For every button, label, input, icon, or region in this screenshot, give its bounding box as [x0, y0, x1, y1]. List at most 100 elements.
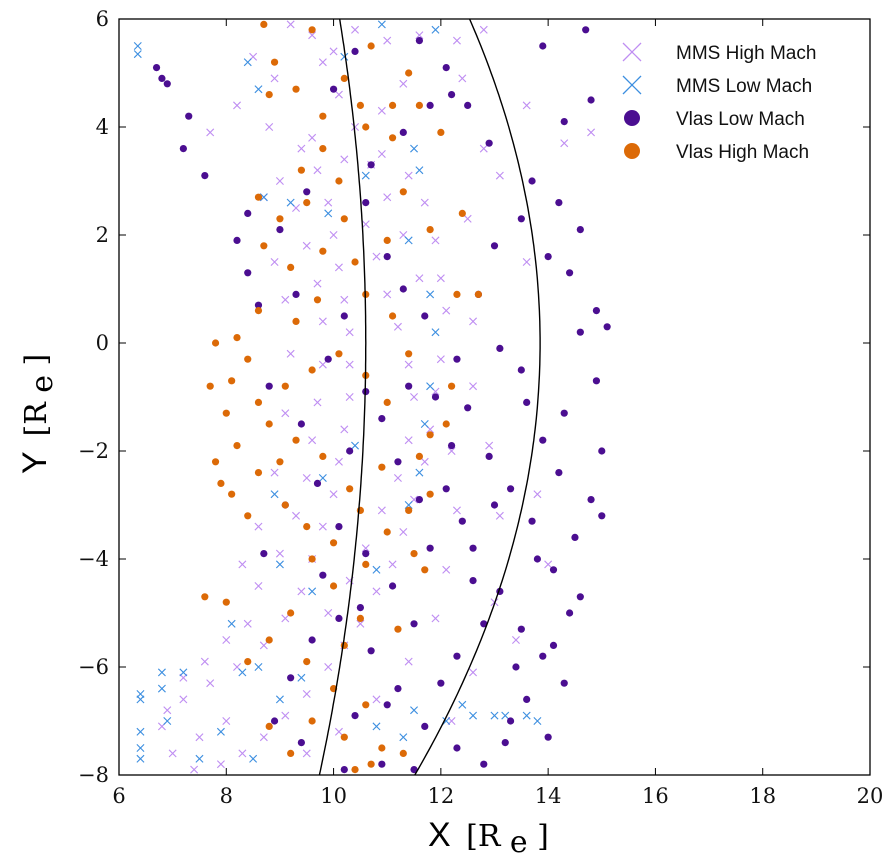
- data-point: [243, 58, 252, 67]
- data-point: [426, 431, 434, 439]
- data-point: [254, 307, 263, 315]
- data-point: [549, 641, 558, 650]
- data-point: [383, 36, 392, 45]
- data-point: [297, 420, 305, 428]
- data-point: [383, 236, 391, 244]
- data-point: [228, 490, 236, 498]
- data-point: [549, 566, 558, 574]
- data-point: [195, 733, 204, 742]
- data-point: [458, 209, 466, 217]
- data-point: [437, 679, 445, 687]
- data-point: [469, 544, 477, 552]
- data-point: [463, 214, 472, 223]
- data-point: [238, 749, 247, 758]
- data-point: [308, 555, 316, 563]
- data-point: [361, 220, 370, 229]
- data-point: [324, 663, 333, 671]
- data-point: [319, 145, 327, 153]
- data-point: [303, 523, 311, 531]
- data-point: [195, 754, 204, 763]
- data-point: [324, 609, 333, 617]
- data-point: [383, 398, 391, 406]
- data-point: [544, 733, 552, 741]
- data-point: [133, 50, 142, 59]
- x-tick-label: 10: [320, 784, 347, 808]
- data-point: [313, 479, 322, 487]
- data-point: [303, 658, 311, 666]
- data-point: [431, 614, 440, 623]
- data-point: [297, 587, 306, 596]
- data-point: [222, 636, 231, 644]
- data-point: [539, 42, 547, 50]
- data-point: [287, 749, 295, 758]
- data-point: [340, 425, 349, 434]
- data-point: [458, 700, 467, 709]
- data-point: [308, 31, 317, 40]
- data-point: [334, 457, 343, 466]
- data-point: [254, 398, 263, 406]
- data-point: [313, 279, 322, 288]
- legend-label: Vlas High Mach: [676, 142, 809, 163]
- data-point: [270, 58, 279, 66]
- data-point: [495, 511, 504, 520]
- data-point: [356, 619, 365, 628]
- data-point: [404, 171, 413, 180]
- data-point: [426, 101, 434, 109]
- data-point: [335, 177, 343, 185]
- data-point: [136, 754, 145, 763]
- data-point: [259, 193, 268, 202]
- data-point: [334, 263, 343, 272]
- data-point: [426, 544, 434, 552]
- data-point: [265, 636, 273, 644]
- data-point: [399, 188, 407, 196]
- data-point: [598, 447, 606, 455]
- data-point: [458, 517, 466, 525]
- data-point: [351, 47, 359, 56]
- data-point: [329, 582, 338, 590]
- legend-marker: [622, 42, 642, 62]
- data-point: [351, 258, 359, 266]
- legend-marker: [624, 110, 640, 126]
- y-tick-label: 6: [96, 7, 109, 31]
- data-point: [281, 382, 289, 390]
- data-point: [227, 619, 236, 628]
- axis-ticks: 6 8 10 12 14 16 18 20 −8 −6 −4 −2 0 2 4 6: [78, 7, 883, 808]
- data-point: [404, 360, 413, 369]
- data-point: [399, 749, 407, 758]
- data-point: [362, 550, 370, 558]
- data-point: [479, 25, 488, 34]
- data-point: [528, 177, 536, 185]
- data-point: [587, 496, 595, 504]
- data-point: [260, 20, 268, 28]
- data-point: [528, 517, 536, 525]
- data-point: [281, 711, 290, 720]
- data-point: [340, 766, 348, 774]
- data-point: [404, 657, 413, 666]
- data-point: [394, 625, 402, 633]
- data-point: [351, 25, 360, 34]
- data-point: [265, 123, 274, 131]
- data-point: [592, 307, 601, 315]
- y-tick-label: −8: [78, 763, 109, 787]
- data-point: [447, 382, 456, 390]
- data-point: [319, 112, 327, 120]
- data-point: [447, 447, 456, 455]
- data-point: [576, 328, 584, 336]
- data-point: [318, 522, 327, 531]
- data-point: [335, 614, 343, 623]
- data-point: [571, 533, 579, 542]
- y-tick-label: 4: [96, 115, 109, 139]
- data-point: [334, 727, 343, 736]
- data-point: [469, 317, 478, 326]
- data-point: [378, 463, 386, 471]
- series-layer: [133, 20, 611, 774]
- series-mms-high-mach: [157, 20, 596, 774]
- data-point: [265, 382, 273, 390]
- data-point: [297, 144, 306, 153]
- data-point: [362, 560, 370, 569]
- data-point: [405, 506, 413, 514]
- x-tick-label: 12: [427, 784, 454, 808]
- data-point: [458, 74, 467, 83]
- data-point: [329, 490, 338, 499]
- data-point: [587, 96, 595, 104]
